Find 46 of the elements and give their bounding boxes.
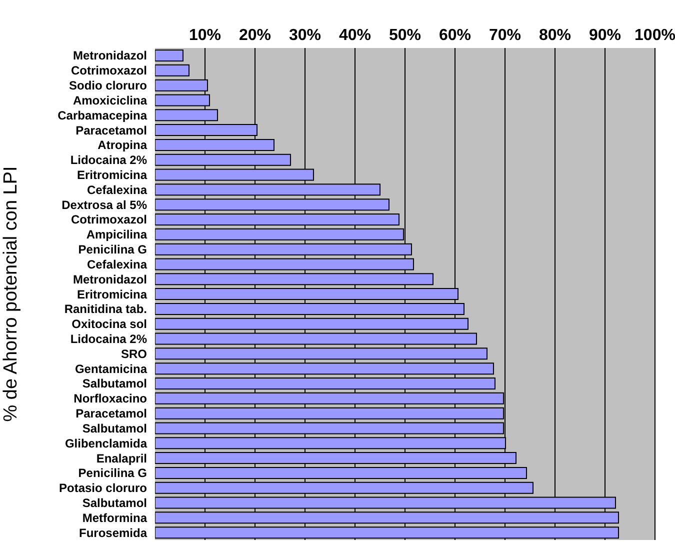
y-tick-label: Metronidazol (73, 272, 147, 286)
y-tick-label: Oxitocina sol (72, 317, 147, 332)
y-tick-label: Cefalexina (86, 182, 148, 197)
y-tick-label: Cotrimoxazol (70, 64, 147, 78)
y-tick-label: Paracetamol (76, 406, 147, 421)
x-tick-label: 80% (538, 27, 572, 44)
y-tick-label: Paracetamol (76, 123, 147, 138)
y-tick-label: Eritromicina (76, 168, 148, 182)
y-tick-label: Lidocaina 2% (70, 153, 148, 168)
y-tick-label: Penicilina G (78, 466, 147, 480)
x-tick-label: 70% (488, 27, 522, 44)
x-tick-label: 40% (338, 27, 372, 44)
x-tick-label: 90% (588, 27, 622, 44)
y-tick-label: Enalapril (96, 451, 147, 466)
y-tick-label: Ranitidina tab. (64, 302, 147, 316)
x-tick-label: 50% (388, 27, 422, 44)
x-tick-label: 30% (288, 27, 322, 44)
y-tick-label: Ampicilina (86, 228, 148, 242)
y-tick-label: Lidocaina 2% (70, 332, 148, 346)
y-tick-label: SRO (120, 346, 147, 361)
x-tick-label: 60% (438, 27, 472, 44)
y-axis-title: % de Ahorro potencial con LPI (0, 166, 22, 422)
y-tick-label: Penicilina G (78, 242, 147, 257)
y-tick-label: Amoxiciclina (72, 93, 148, 108)
y-tick-label: Salbutamol (82, 376, 147, 391)
y-tick-label: Gentamicina (74, 362, 148, 376)
y-tick-label: Cefalexina (86, 257, 148, 272)
x-tick-label: 10% (188, 27, 222, 44)
x-tick-label: 100% (634, 27, 675, 44)
bar (155, 64, 190, 76)
y-tick-label: Glibenclamida (64, 436, 148, 450)
y-tick-label: Eritromicina (76, 287, 148, 302)
y-tick-label: Sodio cloruro (69, 78, 147, 93)
y-tick-label: Cotrimoxazol (70, 212, 147, 227)
y-tick-label: Norfloxacino (74, 392, 147, 406)
y-tick-label: Furosemida (78, 526, 148, 540)
y-tick-label: Salbutamol (82, 421, 147, 436)
x-tick-label: 20% (238, 27, 272, 44)
y-tick-label: Salbutamol (82, 496, 147, 510)
bar (155, 50, 184, 62)
y-tick-label: Dextrosa al 5% (62, 198, 148, 212)
y-tick-label: Metformina (82, 510, 148, 525)
y-tick-label: Potasio cloruro (58, 481, 147, 496)
y-tick-label: Carbamacepina (58, 108, 148, 122)
y-tick-label: Metronidazol (73, 48, 147, 63)
y-tick-label: Atropina (98, 138, 148, 152)
